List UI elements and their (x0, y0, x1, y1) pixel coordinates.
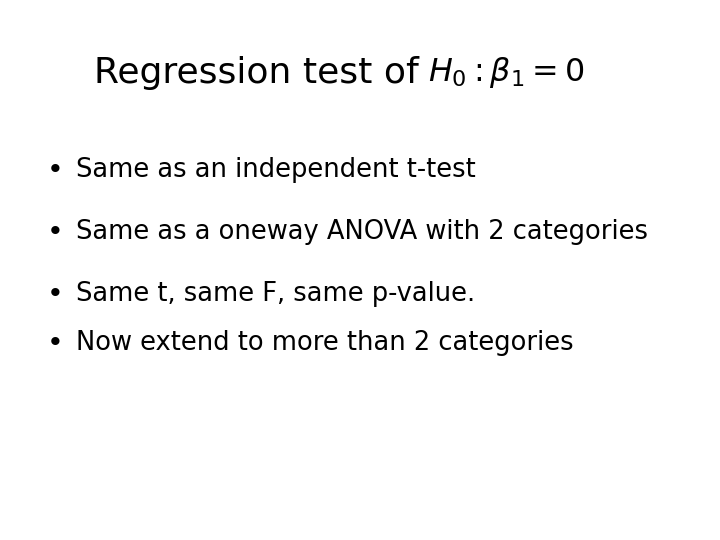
Text: •: • (47, 218, 63, 246)
Text: •: • (47, 329, 63, 357)
Text: Now extend to more than 2 categories: Now extend to more than 2 categories (76, 330, 573, 356)
Text: •: • (47, 280, 63, 308)
Text: Same as an independent t-test: Same as an independent t-test (76, 157, 475, 183)
Text: Same t, same F, same p-value.: Same t, same F, same p-value. (76, 281, 474, 307)
Text: Regression test of: Regression test of (94, 56, 430, 90)
Text: Same as a oneway ANOVA with 2 categories: Same as a oneway ANOVA with 2 categories (76, 219, 647, 245)
Text: •: • (47, 156, 63, 184)
Text: $H_0 : \beta_1 = 0$: $H_0 : \beta_1 = 0$ (428, 56, 585, 90)
